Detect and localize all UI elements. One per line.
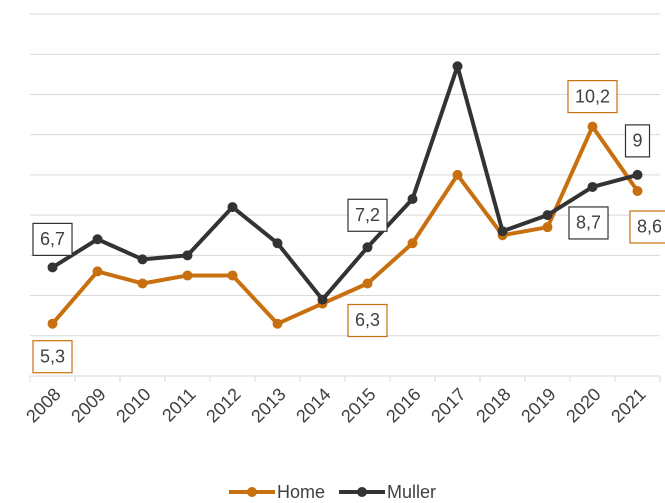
data-label: 8,7 [568,206,609,240]
data-point [542,222,553,233]
data-point [272,238,283,249]
series-line [50,124,640,326]
data-label-box [568,206,609,240]
data-label-box [32,222,73,256]
data-label: 6,3 [347,303,388,338]
data-label-text: 7,2 [355,205,380,225]
data-point [587,121,598,132]
legend: Home Muller [228,482,436,502]
data-label-box [347,303,388,338]
data-point [452,169,463,180]
data-point [137,278,148,289]
x-tick-label: 2008 [22,384,64,426]
x-tick-label: 2010 [112,384,154,426]
x-tick-label: 2015 [337,384,379,426]
data-point [407,238,418,249]
data-label: 8,6 [629,210,665,244]
data-point [227,202,238,213]
data-label-text: 10,2 [575,86,610,106]
data-label: 10,2 [567,80,618,114]
data-point [632,185,643,196]
data-label-text: 9 [632,131,642,151]
legend-item: Muller [339,482,436,502]
data-point [137,254,148,265]
data-point [47,318,58,329]
data-point [452,61,463,72]
data-label-box [567,80,618,114]
x-tick-label: 2014 [292,384,334,426]
data-label: 6,7 [32,222,73,256]
data-label-text: 8,7 [576,213,601,233]
data-point [542,210,553,221]
x-tick-label: 2012 [202,384,244,426]
x-tick-label: 2009 [67,384,109,426]
data-point [632,169,643,180]
x-tick-label: 2019 [517,384,559,426]
legend-item: Home [228,482,325,502]
x-tick-label: 2020 [562,384,604,426]
data-label: 9 [624,124,651,158]
x-tick-label: 2013 [247,384,289,426]
data-point [362,242,373,253]
data-label-text: 5,3 [40,346,65,366]
legend-label: Home [277,482,325,502]
data-label-box [347,198,388,232]
data-label-text: 6,3 [355,310,380,330]
data-point [362,278,373,289]
data-label: 7,2 [347,198,388,232]
data-point [497,226,508,237]
data-point [182,250,193,261]
data-label-text: 6,7 [40,229,65,249]
data-label: 5,3 [32,340,73,374]
data-point [92,266,103,277]
data-label-box [32,340,73,374]
data-label-box [624,124,651,158]
legend-label: Muller [387,482,436,502]
data-point [587,181,598,192]
data-point [47,262,58,273]
data-label-box [629,210,665,244]
x-tick-label: 2021 [607,384,649,426]
x-tick-label: 2016 [382,384,424,426]
data-point [317,294,328,305]
data-point [92,234,103,245]
data-point [182,270,193,281]
data-point [272,318,283,329]
data-label-text: 8,6 [637,217,662,237]
data-point [407,194,418,205]
x-tick-label: 2017 [427,384,469,426]
series-line [51,64,639,302]
x-tick-label: 2018 [472,384,514,426]
legend-marker [246,487,257,497]
x-tick-label: 2011 [158,384,200,426]
legend-marker [357,487,367,497]
data-point [227,270,238,281]
